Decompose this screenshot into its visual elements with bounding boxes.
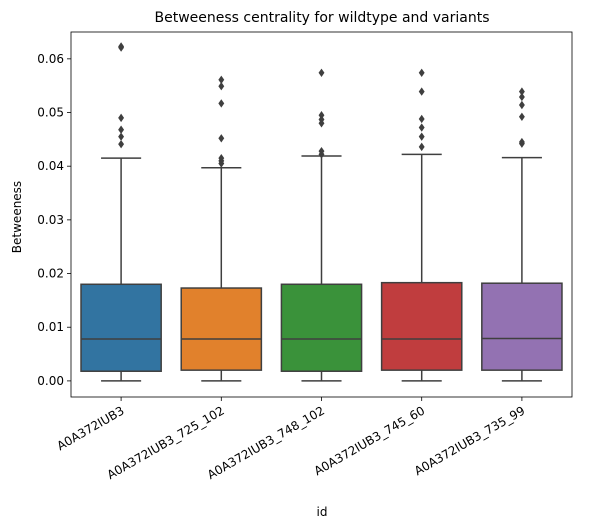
outlier-point — [418, 132, 425, 141]
outlier-point — [518, 100, 525, 110]
y-tick-label: 0.01 — [37, 320, 64, 334]
y-tick-label: 0.03 — [37, 213, 64, 227]
outlier-point — [318, 150, 325, 159]
box-group — [80, 42, 162, 382]
y-tick-label: 0.00 — [37, 374, 64, 388]
chart-title: Betweeness centrality for wildtype and v… — [155, 10, 490, 26]
box-group — [481, 87, 563, 382]
outlier-point — [418, 87, 425, 96]
outlier-point — [418, 68, 425, 77]
outlier-point — [118, 125, 125, 134]
outlier-point — [518, 139, 525, 148]
y-axis-label: Betweeness — [10, 181, 24, 253]
outlier-point — [218, 159, 225, 168]
plot-area — [80, 42, 563, 382]
outlier-point — [318, 110, 325, 120]
x-tick-label: A0A372IUB3_735_99 — [412, 403, 528, 478]
x-axis-label: id — [317, 505, 328, 519]
x-tick-label: A0A372IUB3 — [55, 403, 127, 453]
box — [180, 287, 263, 371]
y-tick-label: 0.06 — [37, 52, 64, 66]
y-tick-label: 0.04 — [37, 159, 64, 173]
box — [280, 283, 363, 372]
outlier-point — [218, 82, 225, 91]
y-axis: 0.00 0.01 0.02 0.03 0.04 0.05 0.06 — [37, 52, 71, 388]
outlier-point — [118, 139, 125, 149]
outlier-point — [518, 92, 525, 102]
outlier-point — [218, 99, 225, 108]
y-tick-label: 0.05 — [37, 106, 64, 120]
outlier-point — [418, 142, 425, 152]
outlier-point — [118, 43, 125, 52]
outlier-point — [318, 119, 325, 128]
outlier-point — [518, 112, 525, 122]
outlier-point — [218, 134, 225, 143]
outlier-point — [318, 68, 325, 77]
y-tick-label: 0.02 — [37, 267, 64, 281]
outlier-point — [418, 114, 425, 124]
box-group — [180, 75, 263, 382]
box-group — [280, 68, 363, 382]
box-group — [380, 68, 463, 382]
outlier-point — [118, 132, 125, 141]
outlier-point — [118, 113, 125, 123]
box — [80, 283, 162, 372]
outlier-point — [518, 87, 525, 96]
x-tick-label: A0A372IUB3_745_60 — [312, 403, 428, 478]
outlier-point — [418, 123, 425, 132]
box — [380, 281, 463, 371]
box — [481, 282, 563, 371]
outlier-point — [218, 75, 225, 84]
x-axis: A0A372IUB3A0A372IUB3_725_102A0A372IUB3_7… — [55, 397, 528, 482]
